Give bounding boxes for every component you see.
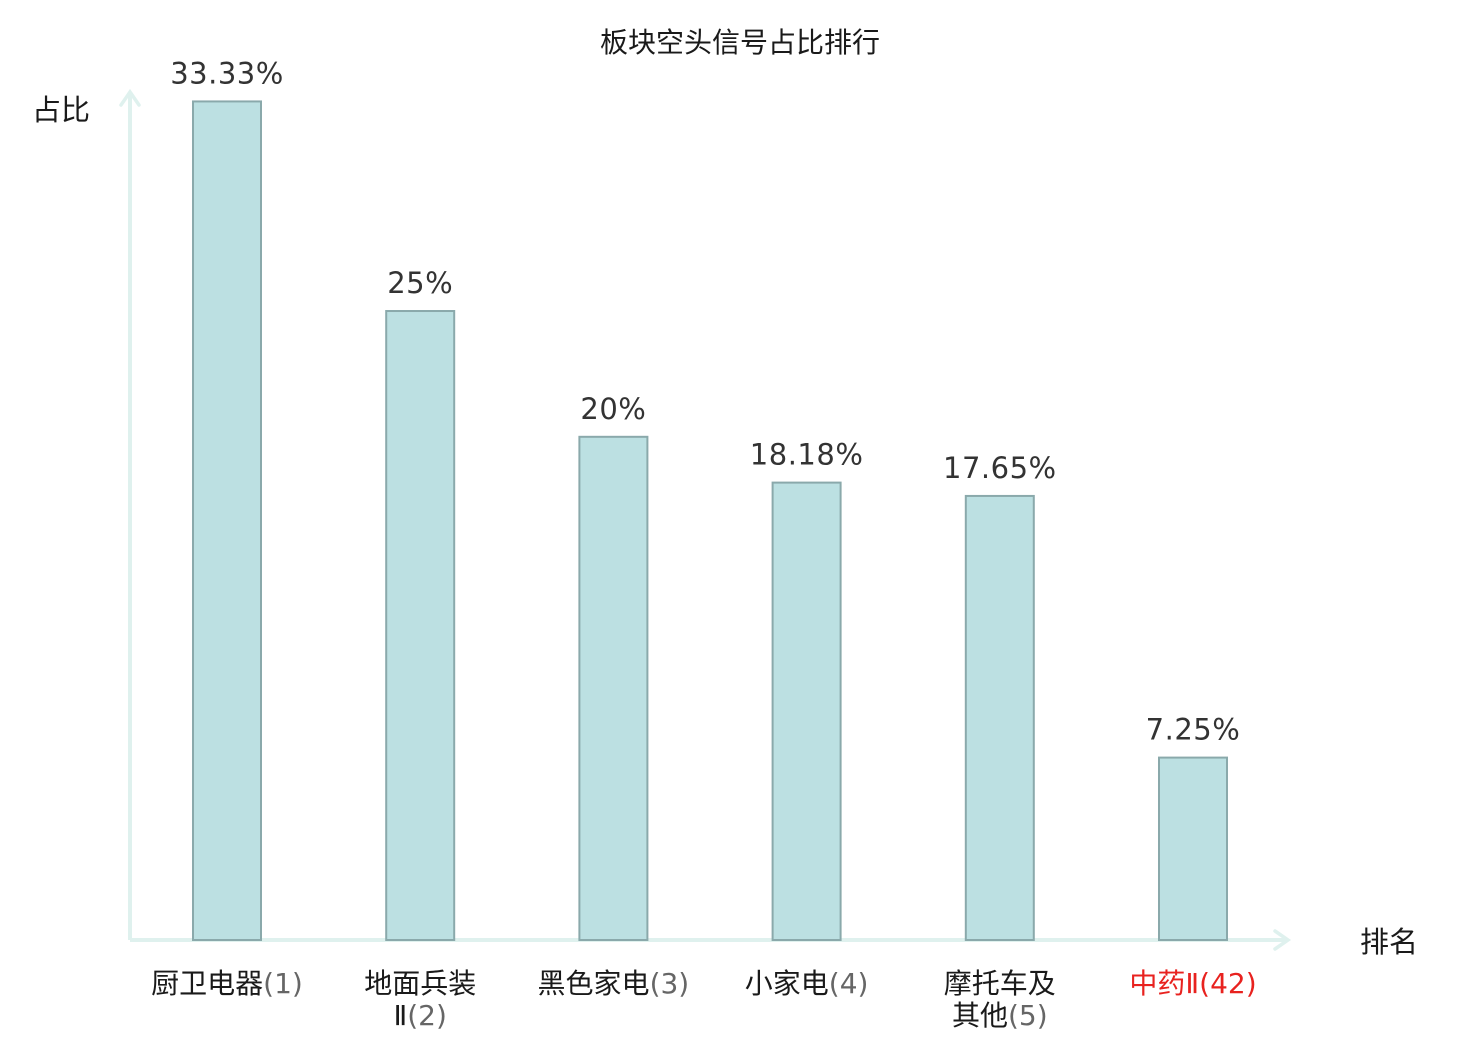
y-axis-arrow [119, 88, 141, 107]
category-rank: (42) [1199, 967, 1256, 1000]
value-label: 17.65% [943, 451, 1057, 485]
category-rank: (3) [650, 967, 690, 1000]
category-name: 其他 [952, 999, 1008, 1032]
category-name: Ⅱ [393, 999, 407, 1032]
category-label: 黑色家电(3) [538, 967, 690, 1000]
category-label: 厨卫电器(1) [151, 967, 303, 1000]
chart-title: 板块空头信号占比排行 [600, 26, 880, 59]
axes [119, 88, 1292, 951]
bar [385, 310, 456, 942]
category-label: 小家电(4) [745, 967, 869, 1000]
category-label: 摩托车及 [944, 967, 1056, 1000]
category-rank: (1) [263, 967, 303, 1000]
category-label: Ⅱ(2) [393, 999, 446, 1032]
category-label: 中药Ⅱ(42) [1129, 967, 1256, 1000]
category-rank: (4) [829, 967, 869, 1000]
bar [771, 481, 842, 941]
y-axis-title: 占比 [32, 93, 90, 127]
category-name: 黑色家电 [538, 967, 650, 1000]
category-label: 其他(5) [952, 999, 1048, 1032]
value-label: 18.18% [750, 438, 864, 472]
category-rank: (2) [407, 999, 447, 1032]
value-label: 20% [580, 392, 646, 426]
category-name: 中药Ⅱ [1129, 967, 1199, 1000]
value-labels: 33.33% 25% 20% 18.18% 17.65% 7.25% [170, 56, 1240, 746]
category-name: 摩托车及 [944, 967, 1056, 1000]
bar [192, 100, 262, 941]
bar [578, 435, 649, 941]
bars [192, 100, 1228, 942]
category-label: 地面兵装 [364, 967, 476, 1000]
category-name: 地面兵装 [364, 967, 476, 1000]
value-label: 33.33% [170, 56, 284, 90]
x-axis-arrow [1273, 929, 1292, 951]
category-name: 厨卫电器 [151, 967, 263, 1000]
value-label: 25% [387, 266, 453, 300]
value-label: 7.25% [1146, 713, 1241, 747]
bar [964, 494, 1035, 941]
category-rank: (5) [1008, 999, 1048, 1032]
x-axis-title: 排名 [1360, 925, 1418, 959]
category-name: 小家电 [745, 967, 829, 1000]
bar [1158, 756, 1228, 941]
